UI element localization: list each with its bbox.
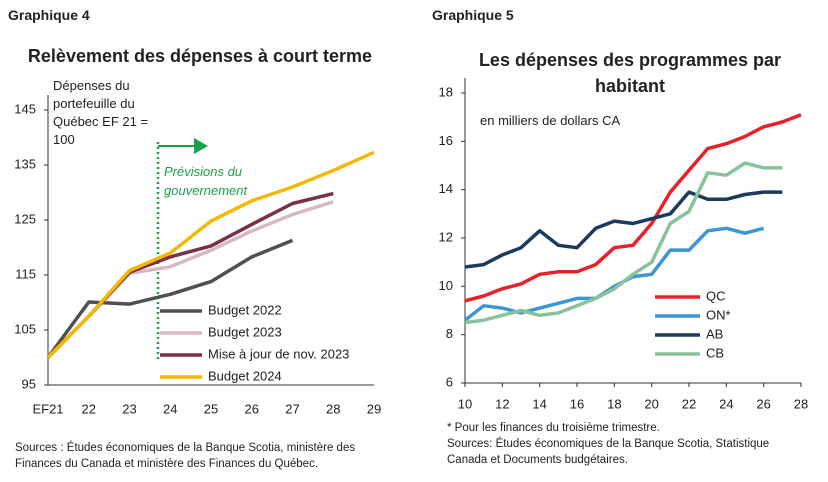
x-tick-label: 24 [719, 396, 733, 411]
x-tick-label: 23 [122, 401, 136, 416]
y-tick-label: 135 [14, 156, 36, 171]
x-tick-label: 28 [326, 401, 340, 416]
x-tick-label: 12 [495, 396, 509, 411]
series-line [46, 150, 375, 359]
x-tick-label: 24 [163, 401, 177, 416]
x-tick-label: 22 [682, 396, 696, 411]
x-tick-label: 10 [458, 396, 472, 411]
subtitle: en milliers de dollars CA [480, 113, 621, 128]
y-tick-label: 125 [14, 211, 36, 226]
x-tick-label: 28 [794, 396, 808, 411]
legend-label: AB [706, 326, 723, 341]
legend-label: Budget 2024 [208, 368, 282, 383]
chart-label: Graphique 4 [8, 7, 90, 23]
legend-label: ON* [706, 307, 731, 322]
y-tick-label: 16 [439, 133, 453, 148]
x-tick-label: 22 [82, 401, 96, 416]
legend-label: QC [706, 288, 726, 303]
series-line [464, 161, 783, 325]
series-line [464, 190, 783, 269]
annotation: Prévisions du gouvernement [164, 164, 248, 198]
chart-title: Relèvement des dépenses à court terme [27, 46, 373, 66]
x-tick-label: 29 [367, 401, 381, 416]
y-tick-label: 145 [14, 101, 36, 116]
y-tick-label: 115 [15, 266, 36, 281]
y-tick-label: 18 [439, 84, 453, 99]
series-line [463, 226, 765, 322]
y-tick-label: 8 [446, 326, 453, 341]
x-tick-label: 16 [570, 396, 584, 411]
chart-label: Graphique 5 [432, 7, 514, 23]
legend-label: Budget 2022 [208, 302, 282, 317]
y-axis-label: Dépenses du portefeuille du Québec EF 21… [53, 78, 149, 147]
x-tick-label: 26 [245, 401, 259, 416]
series-line [46, 238, 294, 359]
y-tick-label: 105 [14, 321, 36, 336]
sources: Sources : Études économiques de la Banqu… [15, 442, 356, 470]
y-tick-label: 95 [22, 376, 36, 391]
y-tick-label: 10 [439, 278, 453, 293]
sources: Sources: Études économiques de la Banque… [447, 438, 770, 466]
x-tick-label: 20 [644, 396, 658, 411]
legend-label: Budget 2023 [208, 324, 282, 339]
x-tick-label: 18 [607, 396, 621, 411]
x-tick-label: 14 [532, 396, 546, 411]
x-tick-label: 25 [204, 401, 218, 416]
x-tick-label: 26 [756, 396, 770, 411]
series-line [464, 113, 802, 303]
legend-label: CB [706, 345, 724, 360]
x-tick-label: EF21 [32, 401, 63, 416]
footnote: * Pour les finances du troisième trimest… [447, 422, 660, 434]
chart-title: Les dépenses des programmes par habitant [478, 50, 782, 96]
y-tick-label: 6 [446, 374, 453, 389]
y-tick-label: 12 [439, 229, 453, 244]
legend-label: Mise à jour de nov. 2023 [208, 346, 349, 361]
x-tick-label: 27 [285, 401, 299, 416]
y-tick-label: 14 [439, 181, 453, 196]
